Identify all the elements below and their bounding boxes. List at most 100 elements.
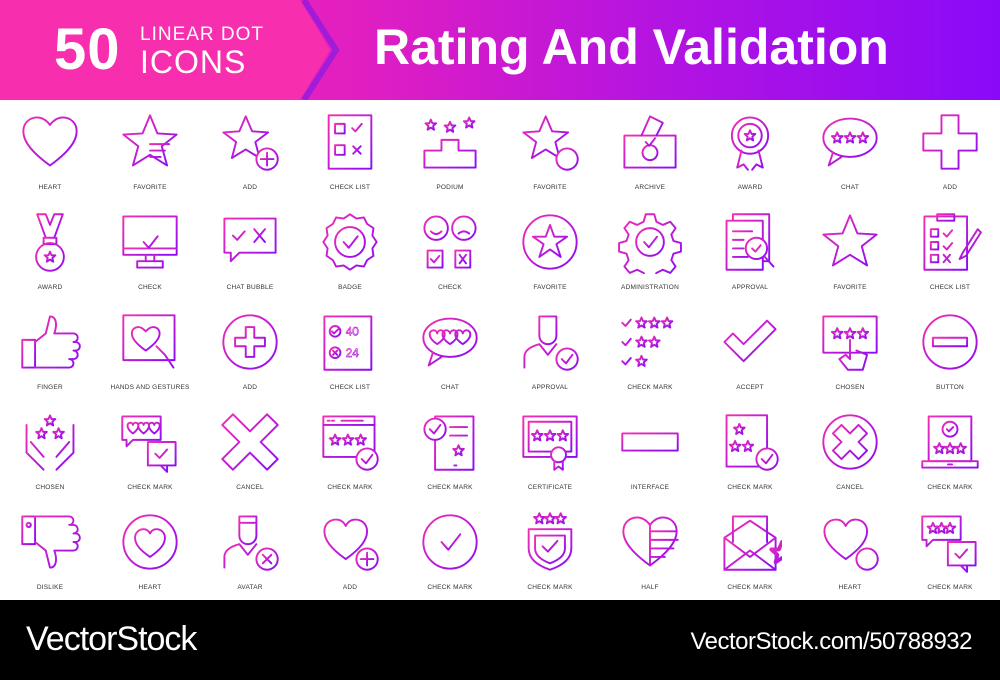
icon-label: CHOSEN (35, 484, 65, 491)
icon-label: APPROVAL (531, 384, 569, 391)
doc-stars-check-icon (725, 414, 779, 471)
chat-hearts-icon (422, 317, 478, 367)
icon-label: CERTIFICATE (527, 484, 573, 491)
icon-cell: FAVORITE (500, 100, 600, 200)
laptop-check-icon (921, 415, 979, 469)
icon-cell: CHOSEN (0, 400, 100, 500)
emoji-check-icon (423, 215, 477, 269)
icon-label: CHECK MARK (727, 484, 773, 491)
subtitle-line1: LINEAR DOT (140, 24, 265, 45)
icon-cell: 40 24 CHECK LIST (300, 300, 400, 400)
icon-label: HALF (641, 584, 659, 591)
icon-cell: ADMINISTRATION (600, 200, 700, 300)
icon-cell: CHECK MARK (700, 400, 800, 500)
icon-label: CANCEL (236, 484, 264, 491)
icon-label: CHECK MARK (627, 384, 673, 391)
icon-label: CHAT BUBBLE (226, 284, 274, 291)
icon-cell: ADD (300, 500, 400, 600)
icon-cell: FAVORITE (800, 200, 900, 300)
gear-check-icon (618, 213, 682, 274)
icon-cell: CHECK MARK (600, 300, 700, 400)
icon-cell: BUTTON (900, 300, 1000, 400)
icon-label: CANCEL (836, 484, 864, 491)
star-minus-icon (522, 115, 579, 171)
clipboard-pencil-icon (923, 213, 982, 271)
icon-label: CHECK MARK (427, 584, 473, 591)
icon-label: CHECK LIST (329, 384, 371, 391)
thumbs-down-icon (21, 515, 81, 569)
icon-label: FAVORITE (533, 284, 567, 291)
icon-label: CHECK LIST (929, 284, 971, 291)
icon-cell: AWARD (700, 100, 800, 200)
icon-cell: ARCHIVE (600, 100, 700, 200)
icon-label: ACCEPT (736, 384, 764, 391)
banner: 50 LINEAR DOT ICONS Rating And Validatio… (0, 0, 1000, 100)
chat-stars-check-icon (921, 515, 977, 573)
screen-stars-icon (822, 315, 878, 371)
icon-cell: INTERFACE (600, 400, 700, 500)
icon-label: CHAT (840, 184, 859, 191)
icon-cell: CHAT BUBBLE (200, 200, 300, 300)
bar-icon (621, 432, 679, 452)
icon-cell: CHECK MARK (500, 500, 600, 600)
icon-cell: AVATAR (200, 500, 300, 600)
heart-minus-icon (823, 518, 879, 571)
icon-grid: HEART FAVORITE ADD CHECK LIST PODIUM FAVORITE… (0, 100, 1000, 600)
icon-count: 50 (54, 17, 121, 82)
person-check-icon (523, 315, 579, 371)
icon-cell: CHECK MARK (900, 400, 1000, 500)
icon-label: ADMINISTRATION (621, 284, 679, 291)
icon-label: CHECK MARK (727, 584, 773, 591)
icon-cell: CHOSEN (800, 300, 900, 400)
icon-label: CHECK MARK (927, 584, 973, 591)
icon-cell: HEART (0, 100, 100, 200)
icon-label: HEART (138, 584, 162, 591)
icon-label: CHECK LIST (329, 184, 371, 191)
tablet-check-star-icon (423, 415, 475, 471)
icon-cell: CANCEL (800, 400, 900, 500)
icon-cell: HANDS AND GESTURES (100, 300, 200, 400)
circle-plus-icon (222, 314, 278, 370)
icon-label: BUTTON (936, 384, 964, 391)
icon-label: AWARD (37, 284, 63, 291)
chat-check-x-icon (223, 217, 277, 263)
icon-cell: CHECK (400, 200, 500, 300)
icon-label: CHECK MARK (927, 484, 973, 491)
icon-cell: FINGER (0, 300, 100, 400)
icon-cell: CHECK MARK (900, 500, 1000, 600)
icon-label: BADGE (338, 284, 362, 291)
icon-cell: HALF (600, 500, 700, 600)
icon-cell: CERTIFICATE (500, 400, 600, 500)
browser-stars-check-icon (322, 415, 379, 471)
star-icon (822, 214, 878, 267)
icon-cell: ACCEPT (700, 300, 800, 400)
chevron-banner-shape (0, 0, 340, 100)
circle-minus-icon (922, 314, 978, 370)
icon-label: CHAT (440, 384, 459, 391)
chat-hearts-check-icon (121, 415, 177, 473)
icon-label: INTERFACE (630, 484, 670, 491)
icon-cell: APPROVAL (500, 300, 600, 400)
icon-label: FAVORITE (533, 184, 567, 191)
half-heart-icon (622, 516, 679, 567)
icon-label: CHOSEN (835, 384, 865, 391)
icon-label: FAVORITE (133, 184, 167, 191)
icon-cell: CHECK MARK (100, 400, 200, 500)
icon-label: CHECK (438, 284, 462, 291)
certificate-icon (522, 415, 578, 471)
icon-cell: ADD (200, 100, 300, 200)
icon-cell: CHECK LIST (900, 200, 1000, 300)
podium-icon (423, 116, 477, 169)
icon-label: HEART (838, 584, 862, 591)
page-title: Rating And Validation (374, 19, 889, 75)
icon-label: HEART (38, 184, 62, 191)
envelope-star-icon (723, 515, 782, 571)
icon-cell: CHECK MARK (300, 400, 400, 500)
icon-cell: HEART (800, 500, 900, 600)
circle-x-icon (822, 414, 878, 470)
icon-cell: APPROVAL (700, 200, 800, 300)
icon-label: FAVORITE (833, 284, 867, 291)
icon-label: CHECK MARK (327, 484, 373, 491)
icon-cell: CHECK MARK (400, 500, 500, 600)
star-striped-icon (122, 114, 178, 167)
